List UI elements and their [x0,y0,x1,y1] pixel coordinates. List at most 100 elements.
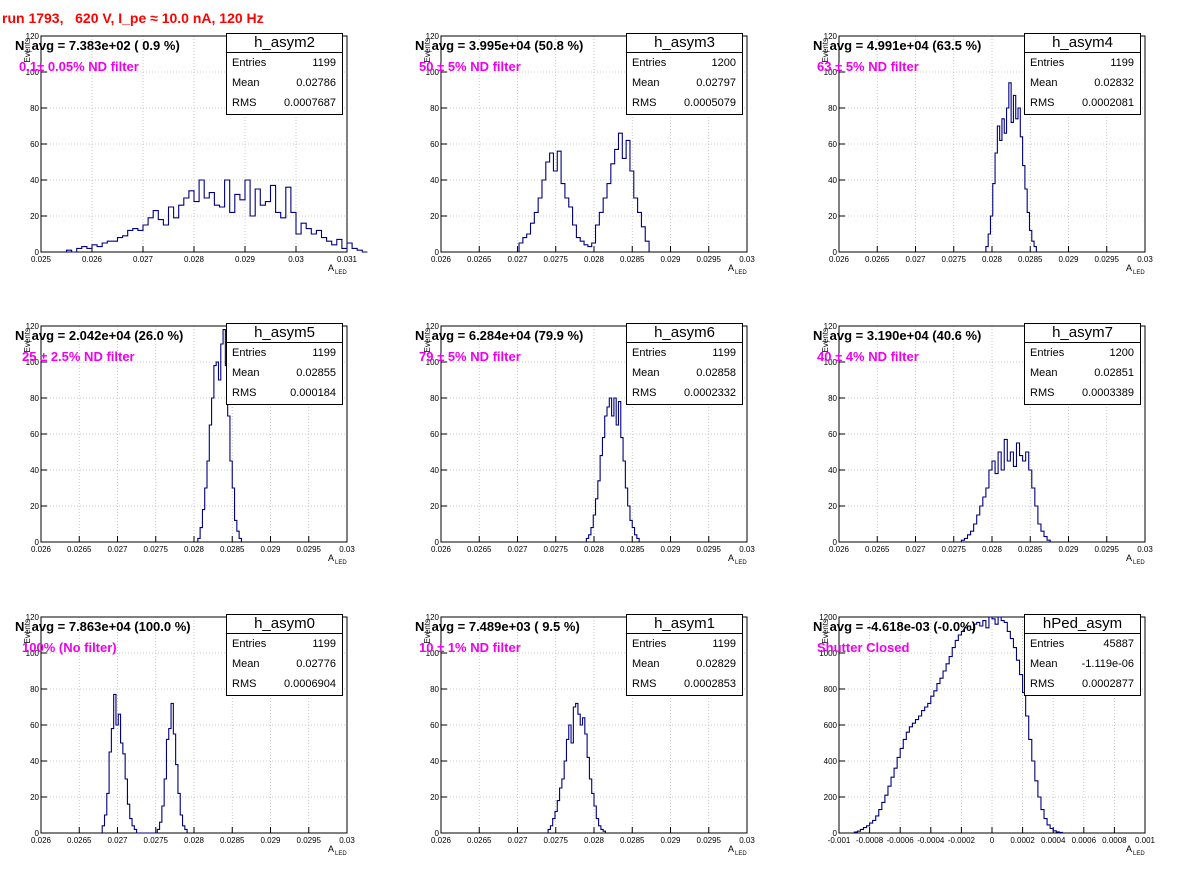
histogram-panel-h-asym5: 0.026 0.0265 0.027 0.0275 0.028 0.0285 0.029 0.… [0,320,385,600]
x-tick-label: 0 [990,836,995,845]
y-tick-label: 60 [30,430,39,439]
y-tick-label: 40 [430,466,439,475]
x-tick-label: 0.029 [660,255,681,264]
y-tick-label: 80 [828,104,837,113]
x-tick-label: 0.029 [260,836,281,845]
y-tick-label: 20 [430,502,439,511]
histogram-plot: 0.026 0.0265 0.027 0.0275 0.028 0.0285 0.029 0.… [23,322,355,566]
stats-label: Mean [632,367,660,379]
y-tick-label: 20 [828,212,837,221]
y-tick-label: 40 [30,757,39,766]
y-tick-label: 60 [30,721,39,730]
stats-row-entries: Entries 1199 [627,343,742,363]
y-tick-label: 0 [35,248,40,257]
navg-label: N_avg = 4.991e+04 (63.5 %) [813,38,982,53]
x-tick-label: 0.0295 [697,836,722,845]
x-tick-label: 0.026 [31,836,52,845]
stats-hist-name: h_asym5 [227,324,342,343]
y-tick-label: 800 [824,685,838,694]
x-tick-label: 0.028 [184,545,205,554]
x-tick-label: 0.027 [905,255,926,264]
x-axis-label-subscript: LED [735,560,747,566]
x-tick-label: 0.026 [431,836,452,845]
stats-box: h_asym0 Entries 1199 Mean 0.02776 RMS 0.000… [226,614,343,696]
filter-label: 50 ± 5% ND filter [419,59,521,74]
y-tick-label: 120 [426,613,440,622]
x-tick-label: 0.03 [1137,255,1153,264]
x-tick-label: 0.029 [1058,255,1079,264]
navg-label: N_avg = 3.190e+04 (40.6 %) [813,328,982,343]
x-tick-label: 0.028 [584,255,605,264]
y-tick-label: 20 [30,793,39,802]
x-tick-label: -0.0008 [856,836,884,845]
navg-label: N_avg = 3.995e+04 (50.8 %) [415,38,584,53]
x-tick-label: 0.0285 [220,545,245,554]
y-tick-label: 20 [30,502,39,511]
y-tick-label: 60 [430,721,439,730]
histogram-line [985,82,1037,252]
y-tick-label: 40 [430,757,439,766]
x-axis-label-subscript: LED [1133,560,1145,566]
y-tick-label: 120 [426,32,440,41]
y-tick-label: 40 [828,176,837,185]
stats-label: RMS [632,678,657,690]
y-tick-label: 80 [30,104,39,113]
x-tick-label: 0.028 [184,836,205,845]
y-axis-label: Events [23,328,32,352]
stats-row-mean: Mean 0.02858 [627,363,742,383]
x-tick-label: 0.031 [337,255,358,264]
y-tick-label: 1000 [819,649,837,658]
stats-value: 0.0002332 [684,387,736,399]
stats-value: 0.02797 [696,77,736,89]
stats-label: RMS [232,678,257,690]
x-tick-label: 0.0265 [467,836,492,845]
x-tick-label: -0.0002 [948,836,976,845]
stats-hist-name: h_asym2 [227,34,342,53]
stats-row-entries: Entries 1199 [227,343,342,363]
x-tick-label: 0.026 [829,545,850,554]
x-axis-label: A [1126,553,1132,563]
x-tick-label: 0.0002 [1010,836,1035,845]
filter-label: 25 ± 2.5% ND filter [22,349,135,364]
stats-box: h_asym1 Entries 1199 Mean 0.02829 RMS 0.000… [626,614,743,696]
stats-label: RMS [1030,97,1055,109]
stats-row-mean: Mean -1.119e-06 [1025,654,1140,674]
stats-box: h_asym6 Entries 1199 Mean 0.02858 RMS 0.000… [626,323,743,405]
x-tick-label: 0.027 [107,836,128,845]
y-tick-label: 120 [824,32,838,41]
stats-box: h_asym7 Entries 1200 Mean 0.02851 RMS 0.000… [1024,323,1141,405]
x-axis-label-subscript: LED [335,270,347,276]
stats-label: Entries [1030,57,1065,69]
x-axis-label: A [328,553,334,563]
stats-label: Entries [632,347,667,359]
x-axis-label: A [728,553,734,563]
filter-label: 100% (No filter) [22,640,117,655]
x-axis-label-subscript: LED [1133,270,1145,276]
stats-value: 1199 [312,638,336,650]
x-tick-label: 0.03 [739,836,755,845]
stats-label: Entries [632,638,667,650]
stats-value: 0.02858 [696,367,736,379]
stats-row-mean: Mean 0.02855 [227,363,342,383]
y-axis-label: Events [423,619,432,643]
x-tick-label: 0.0265 [67,545,92,554]
navg-label: N_avg = 2.042e+04 (26.0 %) [15,328,184,343]
histogram-panel-h-asym3: 0.026 0.0265 0.027 0.0275 0.028 0.0285 0.029 0.… [400,30,785,310]
x-tick-label: 0.028 [584,836,605,845]
filter-label: 0.1± 0.05% ND filter [19,59,139,74]
y-axis-label: Events [821,328,830,352]
x-tick-label: 0.03 [339,545,355,554]
stats-row-rms: RMS 0.0002332 [627,383,742,403]
y-tick-label: 0 [435,538,440,547]
y-tick-label: 1200 [819,613,837,622]
x-tick-label: 0.029 [1058,545,1079,554]
y-tick-label: 60 [30,140,39,149]
x-tick-label: 0.0004 [1041,836,1066,845]
y-axis-label: Events [821,619,830,643]
stats-hist-name: h_asym7 [1025,324,1140,343]
stats-label: Entries [1030,347,1065,359]
stats-hist-name: hPed_asym [1025,615,1140,634]
y-tick-label: 200 [824,793,838,802]
histogram-line [518,132,650,252]
stats-row-rms: RMS 0.0006904 [227,674,342,694]
